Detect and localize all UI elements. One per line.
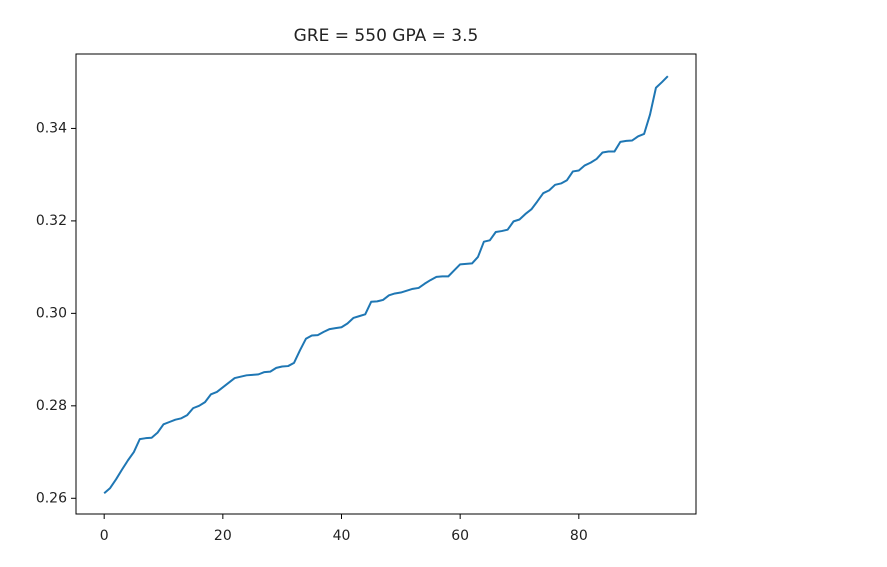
x-tick-label: 20 xyxy=(214,528,232,544)
x-tick-label: 0 xyxy=(100,528,109,544)
line-series xyxy=(103,75,669,494)
plot-frame xyxy=(75,53,697,515)
y-tick-label: 0.32 xyxy=(36,213,67,229)
y-tick-label: 0.30 xyxy=(36,305,67,321)
y-tick-label: 0.26 xyxy=(36,490,67,506)
x-tick-label: 80 xyxy=(570,528,588,544)
x-tick-label: 60 xyxy=(451,528,469,544)
chart-title: GRE = 550 GPA = 3.5 xyxy=(294,26,479,46)
y-tick-label: 0.34 xyxy=(36,120,67,136)
y-tick-label: 0.28 xyxy=(36,398,67,414)
x-tick-label: 40 xyxy=(333,528,351,544)
